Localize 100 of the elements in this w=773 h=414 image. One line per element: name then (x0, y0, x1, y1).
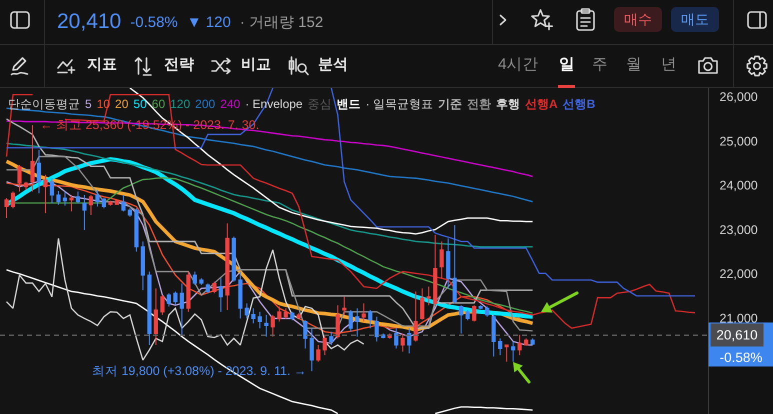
text: 비교 (241, 56, 271, 74)
candlestick (322, 334, 327, 356)
candlestick (225, 222, 230, 311)
text: 선행B (562, 97, 596, 111)
candlestick (368, 310, 372, 329)
candlestick (459, 304, 464, 334)
candlestick (173, 290, 178, 306)
candlestick (251, 308, 256, 324)
text: 일 (559, 56, 575, 74)
candlestick (433, 234, 438, 306)
candlestick (108, 200, 113, 206)
text: -0.58% (130, 14, 178, 30)
candlestick (50, 178, 54, 204)
candlestick (530, 338, 535, 346)
candlestick (244, 302, 249, 319)
line-series (6, 120, 534, 178)
candlestick (472, 304, 476, 322)
candlestick (258, 311, 262, 329)
candlestick (478, 304, 483, 310)
candlestick (303, 320, 308, 350)
text: 주 (592, 56, 608, 74)
series-label: 240 (220, 97, 240, 111)
candlestick (180, 283, 184, 336)
candlestick (355, 308, 360, 338)
text: -0.58% (720, 350, 762, 365)
button: 매수 (614, 7, 662, 32)
candlestick (10, 191, 16, 209)
candlestick (407, 328, 412, 354)
y-tick-label: 26,000 (720, 90, 758, 104)
candlestick (336, 304, 340, 339)
candlestick (76, 191, 80, 204)
candlestick (498, 338, 502, 356)
candlestick (160, 294, 164, 316)
candlestick (440, 240, 444, 279)
candlestick (95, 189, 100, 208)
text: 월 (626, 56, 642, 74)
candlestick (329, 331, 334, 346)
candlestick (270, 314, 275, 338)
candlestick (232, 236, 236, 282)
candlestick (192, 271, 197, 286)
text: 기준 (438, 97, 462, 111)
candlestick (466, 310, 470, 321)
line-series (6, 177, 534, 314)
candlestick (264, 314, 268, 338)
candlestick (166, 292, 171, 308)
text: 20 (115, 97, 128, 111)
candlestick (485, 306, 490, 318)
line-series (6, 118, 534, 329)
button: 매도 (671, 7, 719, 32)
candlestick (420, 288, 424, 320)
candlestick (400, 333, 405, 352)
text: 50 (133, 97, 147, 111)
text: 60 (152, 97, 166, 111)
candlestick (114, 199, 120, 206)
y-tick-label: 23,000 (720, 222, 758, 237)
candlestick (30, 124, 35, 192)
text: 밴드 (336, 97, 361, 111)
candlestick (4, 198, 9, 219)
candlestick (206, 283, 210, 294)
candlestick (296, 312, 301, 320)
line-series (6, 238, 364, 361)
candlestick (147, 271, 152, 346)
annotation: · 일목균형표 (366, 97, 433, 111)
y-tick-label: 22,000 (720, 267, 758, 282)
candlestick (518, 334, 522, 356)
text: 120 (170, 97, 190, 111)
candlestick (154, 288, 158, 346)
y-tick-label: 25,000 (720, 134, 758, 148)
candlestick (284, 308, 288, 320)
candlestick (511, 340, 516, 362)
text: 후행 (496, 97, 520, 111)
candlestick (186, 271, 190, 312)
candlestick (43, 174, 48, 214)
candlestick (24, 181, 28, 190)
candlestick (102, 198, 106, 209)
y-tick-label: 21,000 (720, 311, 758, 326)
candlestick (212, 281, 216, 294)
candlestick (56, 190, 61, 206)
candlestick (316, 344, 320, 362)
candlestick (394, 328, 398, 350)
text: ▼ 120 (186, 14, 231, 30)
candlestick (140, 240, 145, 291)
candlestick (426, 286, 431, 306)
candlestick (446, 238, 450, 289)
candlestick (524, 338, 528, 346)
candlestick (374, 316, 379, 342)
candlestick (414, 290, 418, 342)
candlestick (17, 164, 22, 192)
text: 지표 (87, 56, 117, 74)
annotation: 중심 (308, 97, 332, 111)
candlestick (69, 194, 74, 212)
text: 20,410 (57, 10, 122, 34)
text: · 거래량 152 (240, 12, 324, 32)
candlestick (290, 311, 294, 321)
candlestick (238, 271, 242, 319)
candlestick (134, 208, 138, 252)
text: 전략 (164, 56, 194, 74)
y-tick-label: 24,000 (720, 178, 758, 193)
ref-line-label: 20,610 (716, 328, 758, 342)
candlestick (492, 314, 496, 357)
